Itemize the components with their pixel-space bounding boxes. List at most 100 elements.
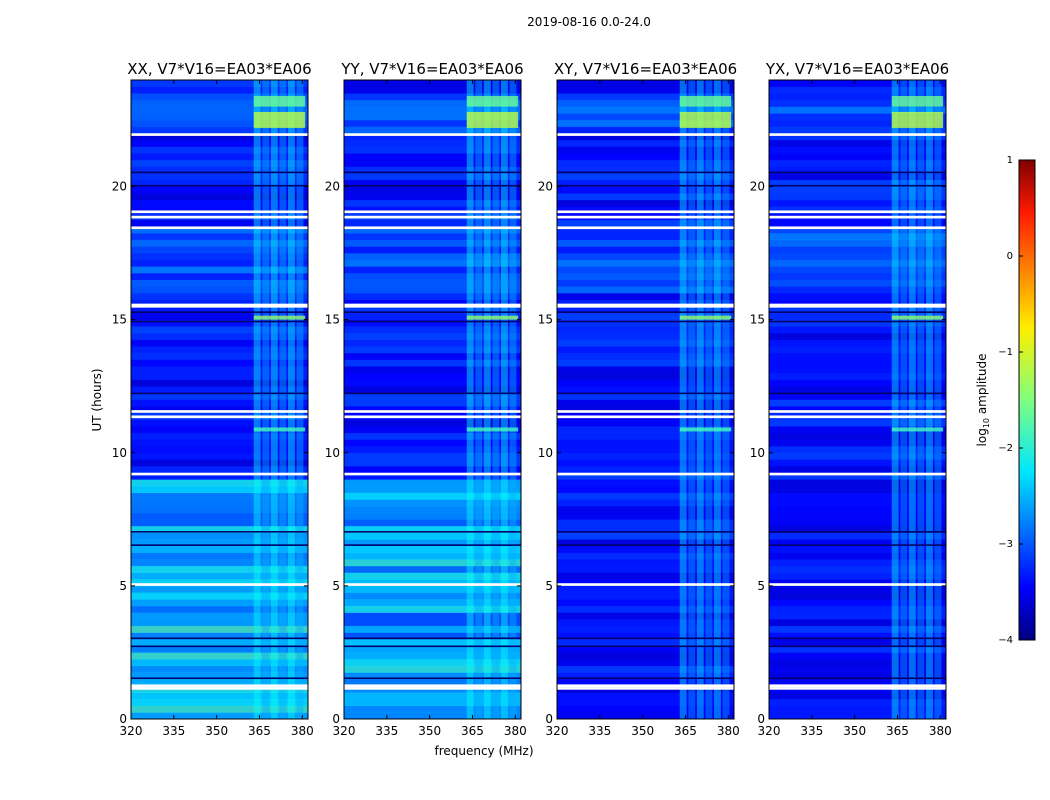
heatmap-row	[769, 279, 946, 287]
heatmap-row	[557, 632, 734, 640]
dark-row	[769, 184, 946, 187]
y-tick-label: 0	[332, 712, 340, 726]
heatmap-row	[769, 93, 946, 101]
heatmap-row	[557, 86, 734, 94]
heatmap-row	[557, 179, 734, 187]
heatmap-row	[131, 86, 308, 94]
rfi-burst	[253, 315, 306, 320]
heatmap-row	[131, 499, 308, 507]
heatmap-row	[131, 599, 308, 607]
heatmap-row	[769, 605, 946, 613]
dark-row	[557, 392, 734, 395]
dark-row	[344, 544, 521, 546]
heatmap-row	[769, 299, 946, 307]
heatmap-row	[344, 712, 521, 720]
heatmap-row	[131, 612, 308, 620]
x-axis-label: frequency (MHz)	[434, 744, 533, 758]
flagged-row	[344, 472, 521, 476]
flagged-row	[131, 215, 308, 219]
rfi-band-column	[475, 80, 483, 719]
flagged-row	[769, 415, 946, 419]
flagged-row	[131, 415, 308, 419]
rfi-band-column	[714, 80, 721, 719]
heatmap-row	[769, 459, 946, 467]
heatmap-row	[769, 153, 946, 161]
heatmap-row	[344, 166, 521, 174]
dark-row	[557, 544, 734, 546]
heatmap-row	[344, 80, 521, 87]
heatmap-row	[344, 273, 521, 280]
x-tick-label: 380	[929, 724, 952, 738]
heatmap-row	[557, 605, 734, 613]
heatmap-row	[557, 539, 734, 547]
heatmap-row	[769, 699, 946, 706]
heatmap-row	[344, 572, 521, 580]
heatmap-row	[769, 319, 946, 327]
heatmap-row	[344, 592, 521, 600]
heatmap-row	[769, 692, 946, 700]
heatmap-row	[769, 326, 946, 334]
heatmap-row	[769, 532, 946, 540]
heatmap-row	[344, 519, 521, 527]
dark-row	[557, 637, 734, 640]
heatmap-row	[344, 472, 521, 480]
heatmap-row	[131, 585, 308, 593]
heatmap-row	[557, 459, 734, 467]
heatmap-row	[344, 512, 521, 520]
dark-row	[131, 320, 308, 323]
dark-row	[344, 311, 521, 313]
x-tick-label: 365	[461, 724, 484, 738]
heatmap-row	[557, 173, 734, 181]
heatmap-row	[344, 492, 521, 500]
y-tick-label: 20	[112, 180, 127, 194]
heatmap-row	[557, 99, 734, 107]
heatmap-row	[131, 286, 308, 294]
heatmap-row	[131, 426, 308, 434]
heatmap-row	[344, 392, 521, 400]
panel-frame	[768, 79, 947, 720]
dark-row	[557, 171, 734, 174]
heatmap-row	[131, 619, 308, 627]
heatmap-row	[769, 113, 946, 121]
heatmap-row	[769, 612, 946, 620]
heatmap-row	[131, 472, 308, 480]
heatmap-row	[131, 233, 308, 241]
x-tick-label: 365	[886, 724, 909, 738]
heatmap-row	[131, 406, 308, 414]
dark-row	[344, 320, 521, 323]
heatmap-row	[769, 545, 946, 553]
heatmap-row	[769, 419, 946, 427]
rfi-burst	[891, 111, 944, 128]
heatmap-row	[557, 579, 734, 587]
heatmap-row	[769, 519, 946, 527]
heatmap-row	[557, 572, 734, 580]
heatmap-row	[769, 372, 946, 380]
y-tick-label: 10	[750, 446, 765, 460]
dark-row	[131, 184, 308, 187]
heatmap-row	[131, 153, 308, 161]
flagged-row	[557, 303, 734, 307]
heatmap-row	[769, 392, 946, 400]
heatmap-row	[131, 625, 308, 633]
heatmap-row	[131, 352, 308, 360]
heatmap-row	[557, 293, 734, 300]
flagged-row	[344, 583, 521, 586]
heatmap-row	[344, 286, 521, 294]
x-tick-label: 320	[333, 724, 356, 738]
heatmap-row	[769, 705, 946, 713]
heatmap-row	[557, 466, 734, 474]
heatmap-row	[344, 545, 521, 553]
heatmap-row	[557, 326, 734, 334]
dark-row	[131, 171, 308, 174]
heatmap-row	[344, 299, 521, 307]
dark-row	[769, 531, 946, 533]
heatmap-row	[131, 306, 308, 314]
heatmap-row	[131, 592, 308, 600]
heatmap-row	[769, 479, 946, 487]
flagged-row	[557, 210, 734, 214]
heatmap-row	[557, 306, 734, 314]
heatmap-row	[131, 432, 308, 440]
heatmap-row	[769, 712, 946, 720]
dark-row	[344, 171, 521, 174]
heatmap-row	[769, 426, 946, 434]
